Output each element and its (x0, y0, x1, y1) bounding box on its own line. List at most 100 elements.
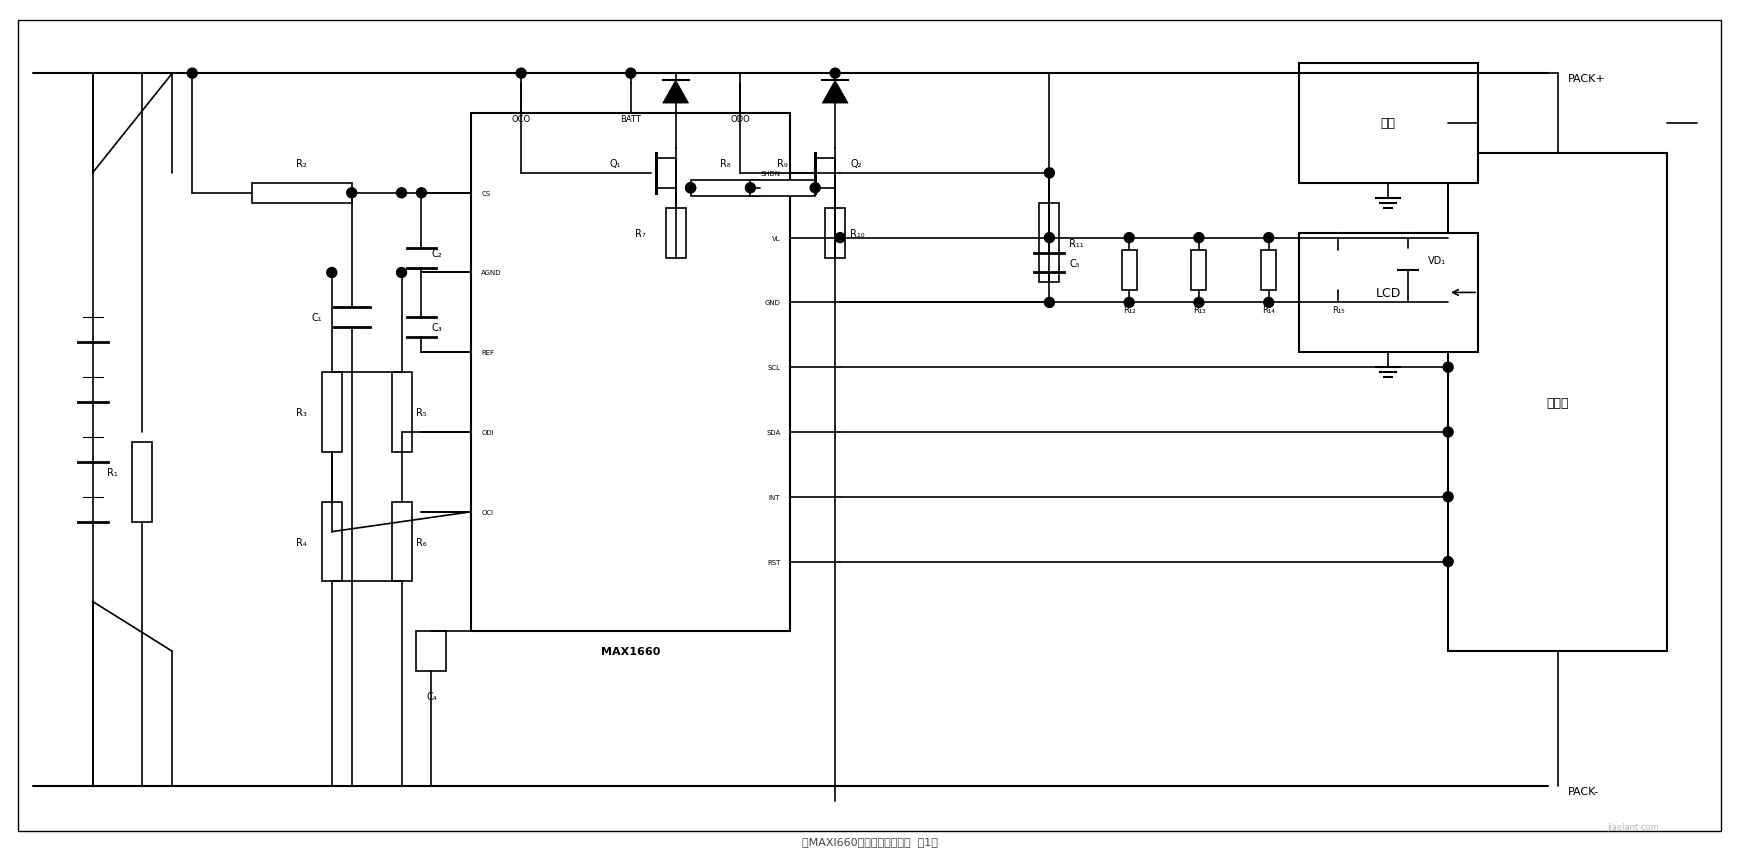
Circle shape (1442, 233, 1453, 244)
Text: RST: RST (766, 559, 780, 565)
Bar (825, 209, 844, 258)
Bar (392, 372, 411, 452)
Circle shape (809, 183, 820, 193)
Text: R₁₀: R₁₀ (850, 228, 864, 239)
Bar (1038, 204, 1059, 283)
Text: AGND: AGND (481, 270, 502, 276)
Circle shape (745, 183, 755, 193)
Text: R₉: R₉ (776, 158, 788, 169)
Text: C₄: C₄ (427, 691, 437, 701)
Text: R₂: R₂ (297, 158, 308, 169)
Circle shape (1044, 169, 1054, 179)
Bar (666, 209, 685, 258)
Circle shape (1332, 233, 1342, 244)
Text: PACK-: PACK- (1566, 786, 1598, 796)
Bar (252, 183, 351, 204)
Text: VD₁: VD₁ (1428, 256, 1446, 266)
Circle shape (516, 69, 526, 79)
Circle shape (1124, 233, 1133, 244)
Text: 由MAXl660构成的充放电系统  第1张: 由MAXl660构成的充放电系统 第1张 (802, 836, 937, 846)
Circle shape (187, 69, 198, 79)
Text: R₁₁: R₁₁ (1068, 239, 1084, 248)
Text: R₁₃: R₁₃ (1192, 306, 1204, 314)
Text: C₃: C₃ (432, 323, 442, 333)
Circle shape (1442, 492, 1453, 502)
Circle shape (1264, 233, 1273, 244)
Text: R₁₂: R₁₂ (1122, 306, 1134, 314)
Circle shape (1332, 298, 1342, 308)
Text: INT: INT (769, 494, 780, 500)
Text: Q₂: Q₂ (850, 158, 862, 169)
Bar (1120, 250, 1136, 291)
Circle shape (830, 69, 839, 79)
Text: PACK+: PACK+ (1566, 74, 1605, 84)
Text: jiaelant·com: jiaelant·com (1606, 821, 1659, 831)
Circle shape (1194, 233, 1203, 244)
Text: Q₁: Q₁ (608, 158, 621, 169)
Text: LCD: LCD (1376, 286, 1400, 300)
Bar (322, 502, 341, 582)
Bar (416, 631, 446, 671)
Text: OCI: OCI (481, 509, 493, 515)
Circle shape (834, 233, 844, 244)
Circle shape (397, 188, 406, 199)
Bar (1330, 250, 1346, 291)
Polygon shape (662, 81, 689, 104)
Bar (392, 502, 411, 582)
Bar (1447, 153, 1666, 652)
Bar (470, 114, 790, 631)
Text: SHDN: SHDN (760, 170, 780, 176)
Text: MAX1660: MAX1660 (601, 647, 661, 657)
Bar (750, 181, 815, 197)
Bar (322, 372, 341, 452)
Circle shape (1402, 298, 1412, 308)
Bar (1260, 250, 1276, 291)
Circle shape (1044, 298, 1054, 308)
Circle shape (1264, 298, 1273, 308)
Text: 微控器: 微控器 (1545, 396, 1568, 409)
Bar (690, 181, 760, 197)
Text: R₁: R₁ (107, 467, 117, 477)
Bar (1297, 233, 1477, 353)
Text: SCL: SCL (767, 365, 780, 371)
Text: C₁: C₁ (311, 313, 322, 323)
Circle shape (1442, 363, 1453, 372)
Text: R₃: R₃ (295, 407, 306, 417)
Text: CS: CS (481, 191, 489, 197)
Circle shape (1194, 298, 1203, 308)
Text: C₂: C₂ (432, 248, 442, 258)
Text: OCO: OCO (512, 115, 530, 124)
Text: ODO: ODO (731, 115, 750, 124)
Circle shape (626, 69, 636, 79)
Text: R₅: R₅ (416, 407, 427, 417)
Text: 串口: 串口 (1379, 118, 1395, 130)
Bar (133, 442, 152, 522)
Circle shape (1442, 428, 1453, 437)
Text: R₄: R₄ (295, 537, 306, 547)
Polygon shape (1397, 248, 1418, 271)
Text: R₁₅: R₁₅ (1332, 306, 1344, 314)
Circle shape (1124, 298, 1133, 308)
Circle shape (327, 268, 337, 278)
Text: SDA: SDA (766, 429, 780, 435)
Polygon shape (822, 81, 848, 104)
Text: GND: GND (764, 300, 780, 306)
Text: VL: VL (771, 235, 780, 241)
Bar (1190, 250, 1206, 291)
Text: R₈: R₈ (720, 158, 731, 169)
Text: ODI: ODI (481, 429, 493, 435)
Text: R₇: R₇ (635, 228, 645, 239)
Circle shape (685, 183, 696, 193)
Text: BATT: BATT (621, 115, 642, 124)
Circle shape (1442, 557, 1453, 567)
Circle shape (685, 183, 696, 193)
Circle shape (346, 188, 357, 199)
Text: R₆: R₆ (416, 537, 427, 547)
Bar (1297, 64, 1477, 183)
Circle shape (397, 268, 406, 278)
Text: C₅: C₅ (1068, 258, 1079, 268)
Circle shape (416, 188, 427, 199)
Circle shape (1044, 233, 1054, 244)
Text: REF: REF (481, 350, 495, 356)
Circle shape (1442, 298, 1453, 308)
